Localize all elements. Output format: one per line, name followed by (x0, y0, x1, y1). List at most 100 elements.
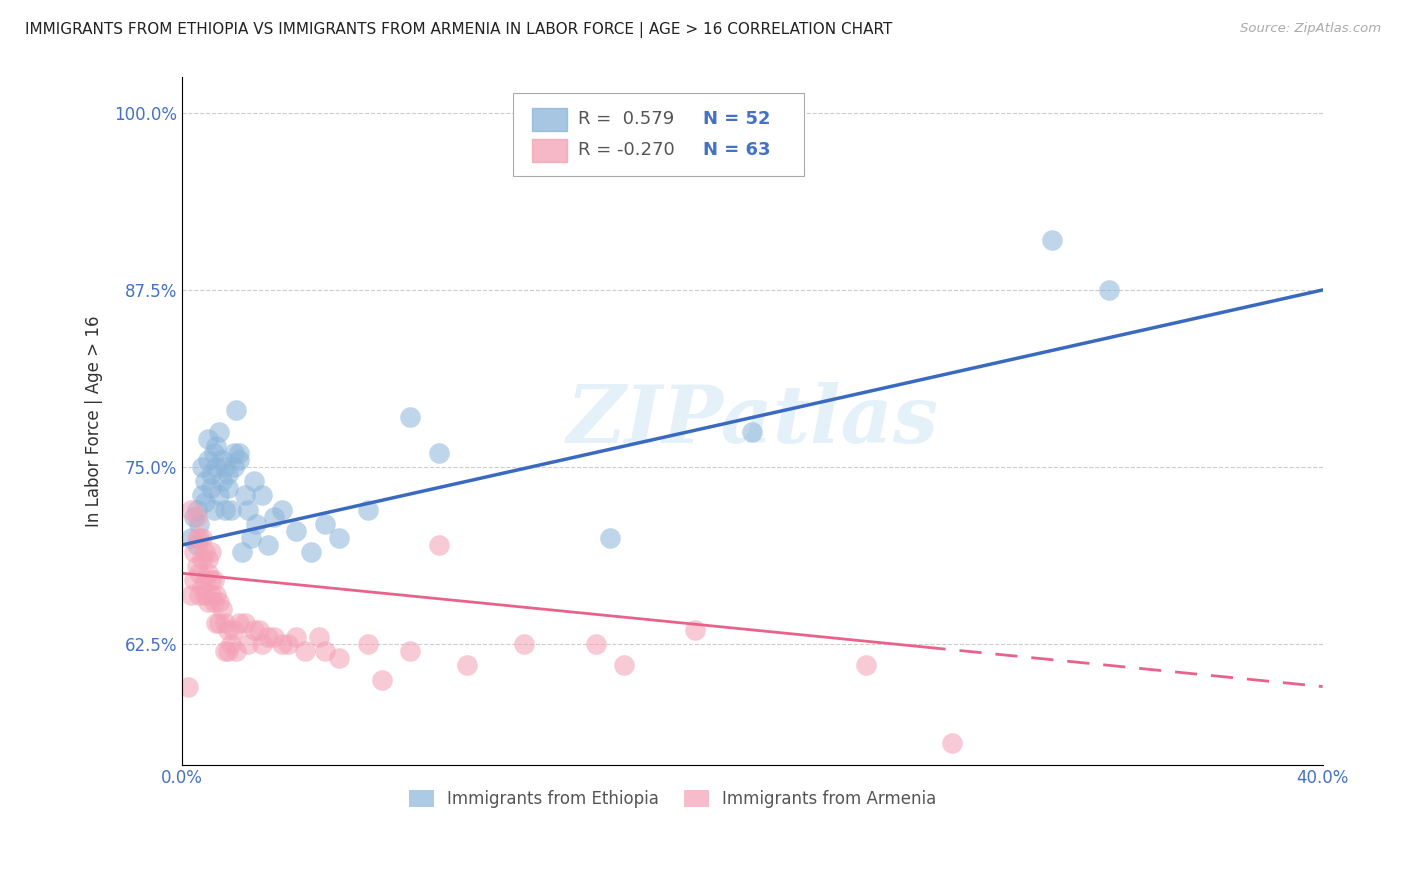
Point (208, 615, 231, 630)
Point (941, 736, 963, 750)
Point (599, 531, 621, 545)
Point (208, 594, 231, 608)
Point (214, 502, 236, 516)
Point (328, 531, 350, 545)
Point (217, 644, 239, 658)
Point (233, 615, 256, 630)
Point (180, 502, 202, 516)
Point (214, 460, 236, 475)
Point (236, 637, 259, 651)
Text: ZIPatlas: ZIPatlas (567, 383, 939, 459)
Point (186, 531, 208, 545)
Point (308, 630, 330, 644)
Point (277, 637, 299, 651)
Bar (533, 139, 567, 162)
Text: R =  0.579: R = 0.579 (578, 111, 675, 128)
Text: Source: ZipAtlas.com: Source: ZipAtlas.com (1240, 22, 1381, 36)
Point (186, 502, 208, 516)
Point (741, 425, 763, 439)
Bar (533, 108, 567, 131)
Point (188, 566, 211, 581)
Point (214, 644, 236, 658)
Text: IMMIGRANTS FROM ETHIOPIA VS IMMIGRANTS FROM ARMENIA IN LABOR FORCE | AGE > 16 CO: IMMIGRANTS FROM ETHIOPIA VS IMMIGRANTS F… (25, 22, 893, 38)
Point (211, 601, 233, 615)
Point (225, 644, 247, 658)
Point (200, 587, 222, 601)
Legend: Immigrants from Ethiopia, Immigrants from Armenia: Immigrants from Ethiopia, Immigrants fro… (402, 783, 943, 814)
Point (200, 467, 222, 482)
Point (256, 630, 278, 644)
Point (427, 538, 450, 552)
Point (183, 574, 205, 588)
Point (194, 545, 217, 559)
Text: N = 63: N = 63 (703, 141, 770, 159)
Point (211, 474, 233, 488)
Point (685, 623, 707, 637)
Point (242, 623, 264, 637)
Point (228, 453, 250, 467)
Point (177, 680, 200, 694)
Point (314, 516, 336, 531)
Point (183, 509, 205, 524)
Point (263, 509, 285, 524)
Point (233, 488, 256, 502)
Point (263, 630, 285, 644)
Point (371, 673, 394, 687)
Point (228, 615, 250, 630)
Point (247, 623, 270, 637)
Point (202, 594, 225, 608)
Point (219, 637, 242, 651)
Point (205, 587, 228, 601)
Text: N = 52: N = 52 (703, 111, 770, 128)
Point (200, 545, 222, 559)
Point (191, 488, 214, 502)
Point (271, 637, 294, 651)
Point (211, 453, 233, 467)
Point (271, 502, 294, 516)
Point (194, 574, 217, 588)
Point (197, 594, 219, 608)
Point (222, 446, 245, 460)
Point (208, 488, 231, 502)
Point (225, 403, 247, 417)
Point (217, 467, 239, 482)
Point (285, 524, 308, 538)
Point (214, 615, 236, 630)
Point (245, 516, 267, 531)
Y-axis label: In Labor Force | Age > 16: In Labor Force | Age > 16 (86, 315, 103, 526)
Point (205, 615, 228, 630)
Point (197, 453, 219, 467)
Point (202, 574, 225, 588)
Point (219, 502, 242, 516)
Point (188, 531, 211, 545)
Point (242, 474, 264, 488)
Point (256, 538, 278, 552)
Point (202, 446, 225, 460)
Point (191, 460, 214, 475)
Point (194, 587, 217, 601)
Point (1040, 233, 1063, 247)
Point (356, 637, 378, 651)
Point (197, 432, 219, 446)
Point (250, 488, 273, 502)
Point (188, 587, 211, 601)
Point (250, 637, 273, 651)
Point (1098, 283, 1121, 297)
Point (191, 552, 214, 566)
Point (186, 509, 208, 524)
Point (180, 587, 202, 601)
Point (513, 637, 536, 651)
Point (285, 630, 308, 644)
Point (427, 446, 450, 460)
Point (231, 545, 253, 559)
Point (328, 651, 350, 665)
Point (217, 481, 239, 495)
Point (205, 460, 228, 475)
Point (186, 538, 208, 552)
Point (239, 531, 262, 545)
Point (200, 574, 222, 588)
Point (314, 644, 336, 658)
Point (200, 481, 222, 495)
Point (188, 516, 211, 531)
Point (186, 559, 208, 574)
